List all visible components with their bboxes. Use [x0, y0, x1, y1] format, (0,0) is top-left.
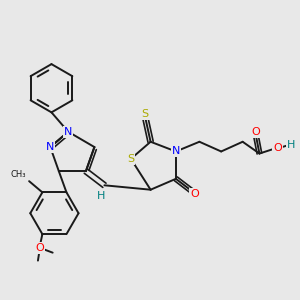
Text: H: H	[287, 140, 296, 150]
Text: O: O	[251, 127, 260, 137]
Text: N: N	[46, 142, 55, 152]
Text: H: H	[97, 191, 106, 202]
Text: N: N	[172, 146, 180, 157]
Text: S: S	[142, 109, 149, 119]
Text: N: N	[64, 127, 72, 137]
Text: O: O	[273, 142, 282, 153]
Text: O: O	[35, 243, 44, 253]
Text: S: S	[127, 154, 134, 164]
Text: CH₃: CH₃	[10, 170, 26, 179]
Text: O: O	[190, 188, 199, 199]
